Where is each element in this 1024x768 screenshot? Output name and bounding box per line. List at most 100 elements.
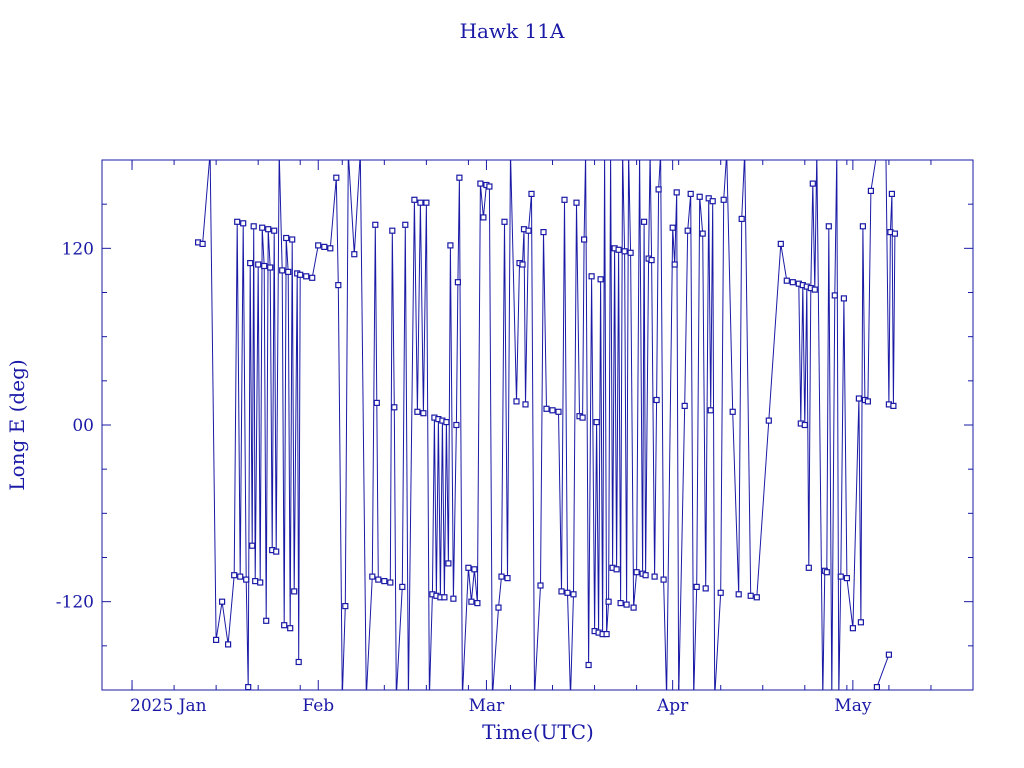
data-point (289, 236, 296, 243)
data-point (219, 598, 226, 605)
data-point (414, 408, 421, 415)
x-tick-label: 2025 Jan (130, 696, 207, 716)
data-point (443, 419, 450, 426)
data-point (373, 399, 380, 406)
data-point (580, 236, 588, 243)
data-point (867, 187, 875, 194)
data-point (450, 595, 457, 602)
data-point (655, 186, 662, 193)
data-point (445, 560, 452, 567)
data-point (555, 408, 562, 415)
data-point (375, 576, 382, 583)
data-point (231, 572, 238, 579)
data-point (283, 234, 290, 242)
data-point (321, 243, 328, 250)
data-point (789, 279, 796, 286)
data-point (486, 183, 493, 190)
data-point (613, 566, 620, 573)
data-point (240, 220, 247, 227)
data-point (707, 407, 714, 414)
data-point (626, 150, 631, 155)
data-point (465, 564, 472, 571)
data-point (261, 262, 268, 270)
data-point (843, 574, 851, 582)
data-point (441, 594, 448, 601)
data-point (427, 695, 432, 700)
data-point (658, 150, 663, 155)
data-point (765, 417, 772, 424)
data-point (583, 150, 588, 155)
data-point (537, 582, 544, 589)
data-point (742, 150, 747, 155)
data-point (411, 196, 418, 203)
data-point (265, 226, 272, 233)
data-point (532, 695, 537, 700)
x-axis-label: Time(UTC) (482, 720, 594, 744)
data-point (814, 150, 819, 155)
data-point (364, 695, 369, 700)
data-point (234, 218, 241, 225)
data-point (271, 227, 278, 234)
data-point (549, 407, 556, 414)
data-point (315, 242, 322, 249)
data-point (291, 588, 298, 595)
data-point (474, 599, 481, 607)
data-point (890, 402, 897, 409)
data-point (333, 174, 340, 181)
data-point (522, 401, 529, 408)
data-point (888, 190, 896, 197)
data-point (648, 150, 653, 155)
data-point (617, 599, 624, 607)
data-point (453, 421, 460, 429)
data-point (753, 594, 760, 601)
data-point (501, 218, 508, 225)
data-point (381, 577, 388, 585)
data-point (608, 150, 613, 155)
data-point (561, 196, 568, 203)
data-point (712, 695, 717, 700)
data-point (498, 573, 505, 580)
data-point (249, 542, 256, 549)
data-point (883, 150, 888, 155)
data-point (874, 150, 879, 155)
data-point (480, 214, 487, 221)
data-point (543, 405, 550, 412)
data-point (528, 190, 535, 197)
x-tick-label: Feb (302, 696, 334, 716)
data-point (891, 230, 899, 237)
data-point (279, 267, 286, 274)
data-point (252, 577, 259, 585)
data-point (281, 622, 288, 629)
y-tick-label: 00 (72, 416, 94, 436)
data-point (597, 276, 604, 283)
data-point (208, 150, 213, 155)
data-point (225, 641, 232, 648)
data-point (420, 410, 427, 417)
data-point (309, 274, 316, 281)
data-point (585, 661, 592, 669)
data-point (504, 574, 511, 582)
y-tick-label: -120 (56, 593, 94, 613)
data-point (402, 221, 409, 228)
x-tick-label: Apr (656, 696, 689, 716)
plot-area (195, 150, 899, 700)
data-point (287, 625, 294, 632)
data-point (653, 396, 660, 404)
data-point (417, 199, 424, 206)
data-point (358, 150, 363, 155)
data-point (724, 150, 729, 155)
data-point (399, 583, 406, 591)
data-point (273, 548, 280, 555)
data-point (570, 591, 577, 598)
data-point (525, 227, 532, 234)
data-point (651, 573, 658, 580)
data-point (621, 248, 628, 255)
data-point (849, 625, 857, 632)
data-point (837, 573, 844, 580)
data-point (801, 421, 808, 429)
data-point (495, 604, 502, 611)
data-point (640, 218, 648, 225)
data-point (811, 286, 818, 293)
data-point (340, 695, 345, 700)
